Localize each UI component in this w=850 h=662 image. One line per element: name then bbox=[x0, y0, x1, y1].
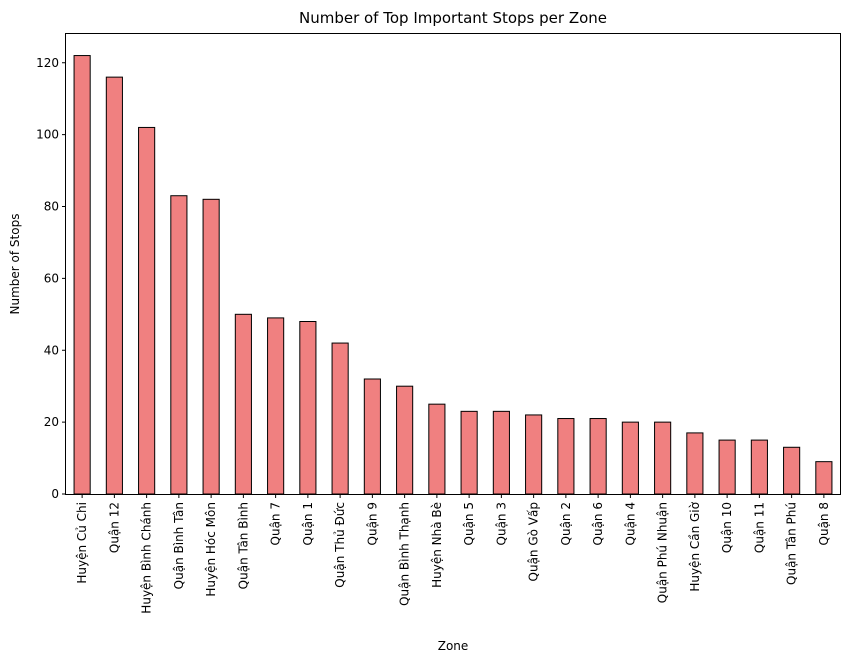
bar bbox=[138, 126, 156, 495]
x-tick-label: Quận 1 bbox=[301, 502, 315, 545]
x-tick-label: Quận 8 bbox=[817, 502, 831, 545]
bar bbox=[718, 439, 736, 495]
bar bbox=[428, 403, 446, 495]
bar bbox=[234, 313, 252, 495]
y-ticks-group: 0 20 40 60 80 100 120 bbox=[36, 56, 66, 501]
x-tick-label: Quận Tân Bình bbox=[236, 502, 250, 589]
bar bbox=[557, 418, 575, 495]
x-tick-label: Quận 2 bbox=[559, 502, 573, 545]
bar bbox=[460, 410, 478, 495]
x-tick-label: Huyện Cần Giờ bbox=[688, 501, 702, 591]
x-tick-label: Huyện Nhà Bè bbox=[430, 502, 444, 588]
y-tick-label: 100 bbox=[36, 128, 59, 142]
plot-frame bbox=[65, 33, 841, 495]
bar bbox=[621, 421, 639, 495]
x-tick-label: Quận 10 bbox=[720, 502, 734, 553]
x-tick-label: Quận 9 bbox=[365, 502, 379, 545]
bar bbox=[396, 385, 414, 495]
x-tick-label: Quận 11 bbox=[752, 502, 766, 553]
x-tick-label: Quận 6 bbox=[591, 502, 605, 545]
y-tick-label: 20 bbox=[44, 415, 59, 429]
y-tick-label: 80 bbox=[44, 200, 59, 214]
bar bbox=[105, 76, 123, 495]
bar bbox=[750, 439, 768, 495]
bar bbox=[654, 421, 672, 495]
bar bbox=[525, 414, 543, 495]
x-tick-label: Quận 12 bbox=[107, 502, 121, 553]
x-tick-label: Huyện Hóc Môn bbox=[204, 502, 218, 597]
x-tick-label: Quận Gò Vấp bbox=[527, 502, 541, 581]
x-ticks-group: Huyện Củ Chi Quận 12 Huyện Bình Chánh Quận … bbox=[75, 494, 831, 614]
bar bbox=[686, 432, 704, 495]
y-tick-label: 120 bbox=[36, 56, 59, 70]
x-tick-label: Quận Phú Nhuận bbox=[656, 502, 670, 603]
y-tick-label: 40 bbox=[44, 343, 59, 357]
bar bbox=[331, 342, 349, 495]
x-tick-label: Huyện Củ Chi bbox=[75, 502, 89, 584]
x-tick-label: Quận Thủ Đức bbox=[333, 502, 347, 588]
bar bbox=[783, 446, 801, 495]
bar bbox=[267, 317, 285, 495]
x-tick-label: Quận 3 bbox=[494, 502, 508, 545]
x-tick-label: Quận 7 bbox=[269, 502, 283, 545]
x-tick-label: Quận Bình Thạnh bbox=[398, 502, 412, 606]
bar bbox=[299, 321, 317, 495]
bar bbox=[363, 378, 381, 495]
bar bbox=[492, 410, 510, 495]
bar bbox=[589, 418, 607, 495]
x-tick-label: Huyện Bình Chánh bbox=[140, 502, 154, 614]
bar bbox=[202, 198, 220, 495]
chart-title: Number of Top Important Stops per Zone bbox=[299, 9, 607, 27]
y-tick-label: 0 bbox=[51, 487, 59, 501]
x-tick-label: Quận 5 bbox=[462, 502, 476, 545]
x-tick-label: Quận Bình Tân bbox=[172, 502, 186, 589]
x-tick-label: Quận Tân Phú bbox=[785, 502, 799, 585]
y-axis-label: Number of Stops bbox=[8, 214, 22, 315]
bar bbox=[73, 55, 91, 495]
bar bbox=[170, 195, 188, 495]
bar bbox=[815, 461, 833, 495]
x-tick-label: Quận 4 bbox=[623, 502, 637, 545]
y-tick-label: 60 bbox=[44, 271, 59, 285]
x-axis-label: Zone bbox=[438, 639, 469, 653]
bars-group bbox=[73, 55, 833, 495]
